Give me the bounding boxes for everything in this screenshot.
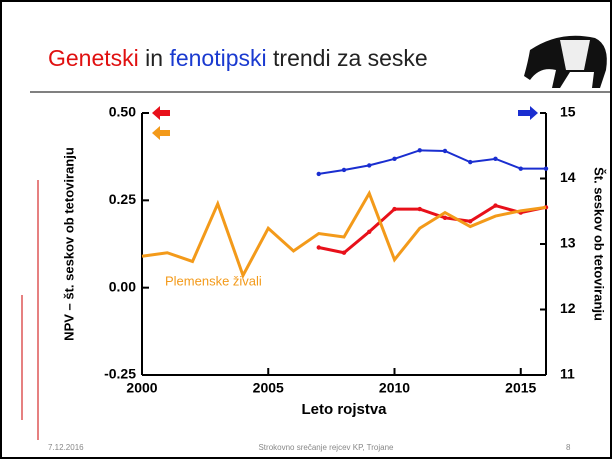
slide: Genetski in fenotipski trendi za seske 7… <box>0 0 612 459</box>
footer-event: Strokovno srečanje rejcev KP, Trojane <box>258 443 394 452</box>
point <box>544 166 548 170</box>
y-tick-label: 0.25 <box>109 191 136 207</box>
y2-tick-label: 11 <box>560 366 575 382</box>
point <box>418 207 422 211</box>
title-word: fenotipski <box>169 45 266 71</box>
point <box>392 157 396 161</box>
footer-page: 8 <box>566 443 571 452</box>
point <box>317 172 321 176</box>
y2-tick-label: 15 <box>560 104 576 120</box>
y-tick-label: 0.50 <box>109 104 136 120</box>
point <box>519 166 523 170</box>
point <box>367 230 371 234</box>
slide-title: Genetski in fenotipski trendi za seske <box>48 45 428 71</box>
point <box>317 245 321 249</box>
y2-tick-label: 14 <box>560 169 576 185</box>
x-tick-label: 2015 <box>505 380 536 396</box>
y-tick-label: 0.00 <box>109 278 136 294</box>
point <box>468 219 472 223</box>
x-tick-label: 2005 <box>253 380 284 396</box>
page: Genetski in fenotipski trendi za seske 7… <box>0 0 612 459</box>
x-axis-label: Leto rojstva <box>301 401 387 418</box>
point <box>418 148 422 152</box>
x-tick-label: 2010 <box>379 380 410 396</box>
point <box>392 207 396 211</box>
point <box>493 203 497 207</box>
title-word: Genetski <box>48 45 139 71</box>
point <box>468 160 472 164</box>
x-tick-label: 2000 <box>126 380 157 396</box>
series-annotation: Plemenske živali <box>165 273 262 288</box>
y2-tick-label: 12 <box>560 300 576 316</box>
point <box>493 157 497 161</box>
y2-tick-label: 13 <box>560 235 576 251</box>
y-axis-label: NPV – št. seskov ob tetoviranju <box>61 147 76 341</box>
title-word: trendi za seske <box>273 45 428 71</box>
point <box>367 163 371 167</box>
footer-date: 7.12.2016 <box>48 443 84 452</box>
point <box>443 149 447 153</box>
point <box>342 251 346 255</box>
y2-axis-label: Št. seskov ob tetoviranju <box>592 167 607 321</box>
point <box>443 216 447 220</box>
title-word: in <box>145 45 163 71</box>
point <box>342 168 346 172</box>
